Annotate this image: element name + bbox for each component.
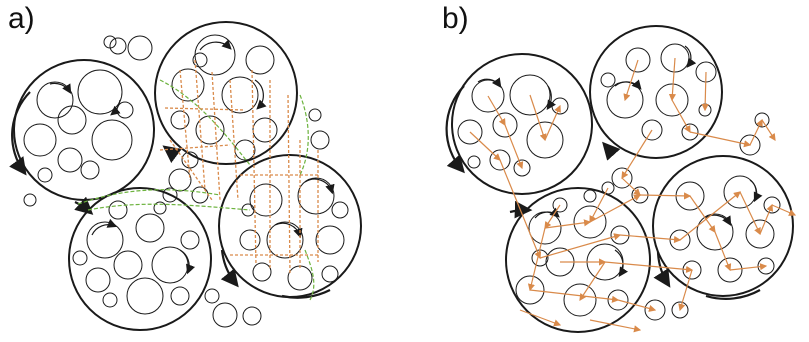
panel-a-label: a)	[8, 2, 35, 35]
panel-b-small-circles	[457, 43, 781, 321]
panel-a-big-circle	[13, 59, 155, 201]
panel-a-orange-links	[159, 59, 320, 276]
panel-b-big-circle	[505, 187, 651, 333]
panel-b-big-circle	[451, 53, 593, 195]
panel-a	[9, 21, 362, 331]
panel-b	[445, 25, 797, 333]
rotation-arrow-icon	[477, 45, 763, 277]
panel-b-big-circle	[589, 25, 723, 159]
panel-b-label: b)	[442, 2, 469, 35]
panel-b-big-arrows	[445, 85, 761, 300]
rotation-arrow-icon	[49, 39, 335, 275]
panel-a-big-circle	[154, 21, 298, 165]
panel-b-orange-network	[469, 57, 797, 333]
panel-b-big-circle	[652, 155, 794, 297]
panel-a-big-circle	[68, 187, 212, 331]
panel-a-green-links	[77, 79, 315, 301]
panel-a-big-arrows	[9, 91, 331, 299]
